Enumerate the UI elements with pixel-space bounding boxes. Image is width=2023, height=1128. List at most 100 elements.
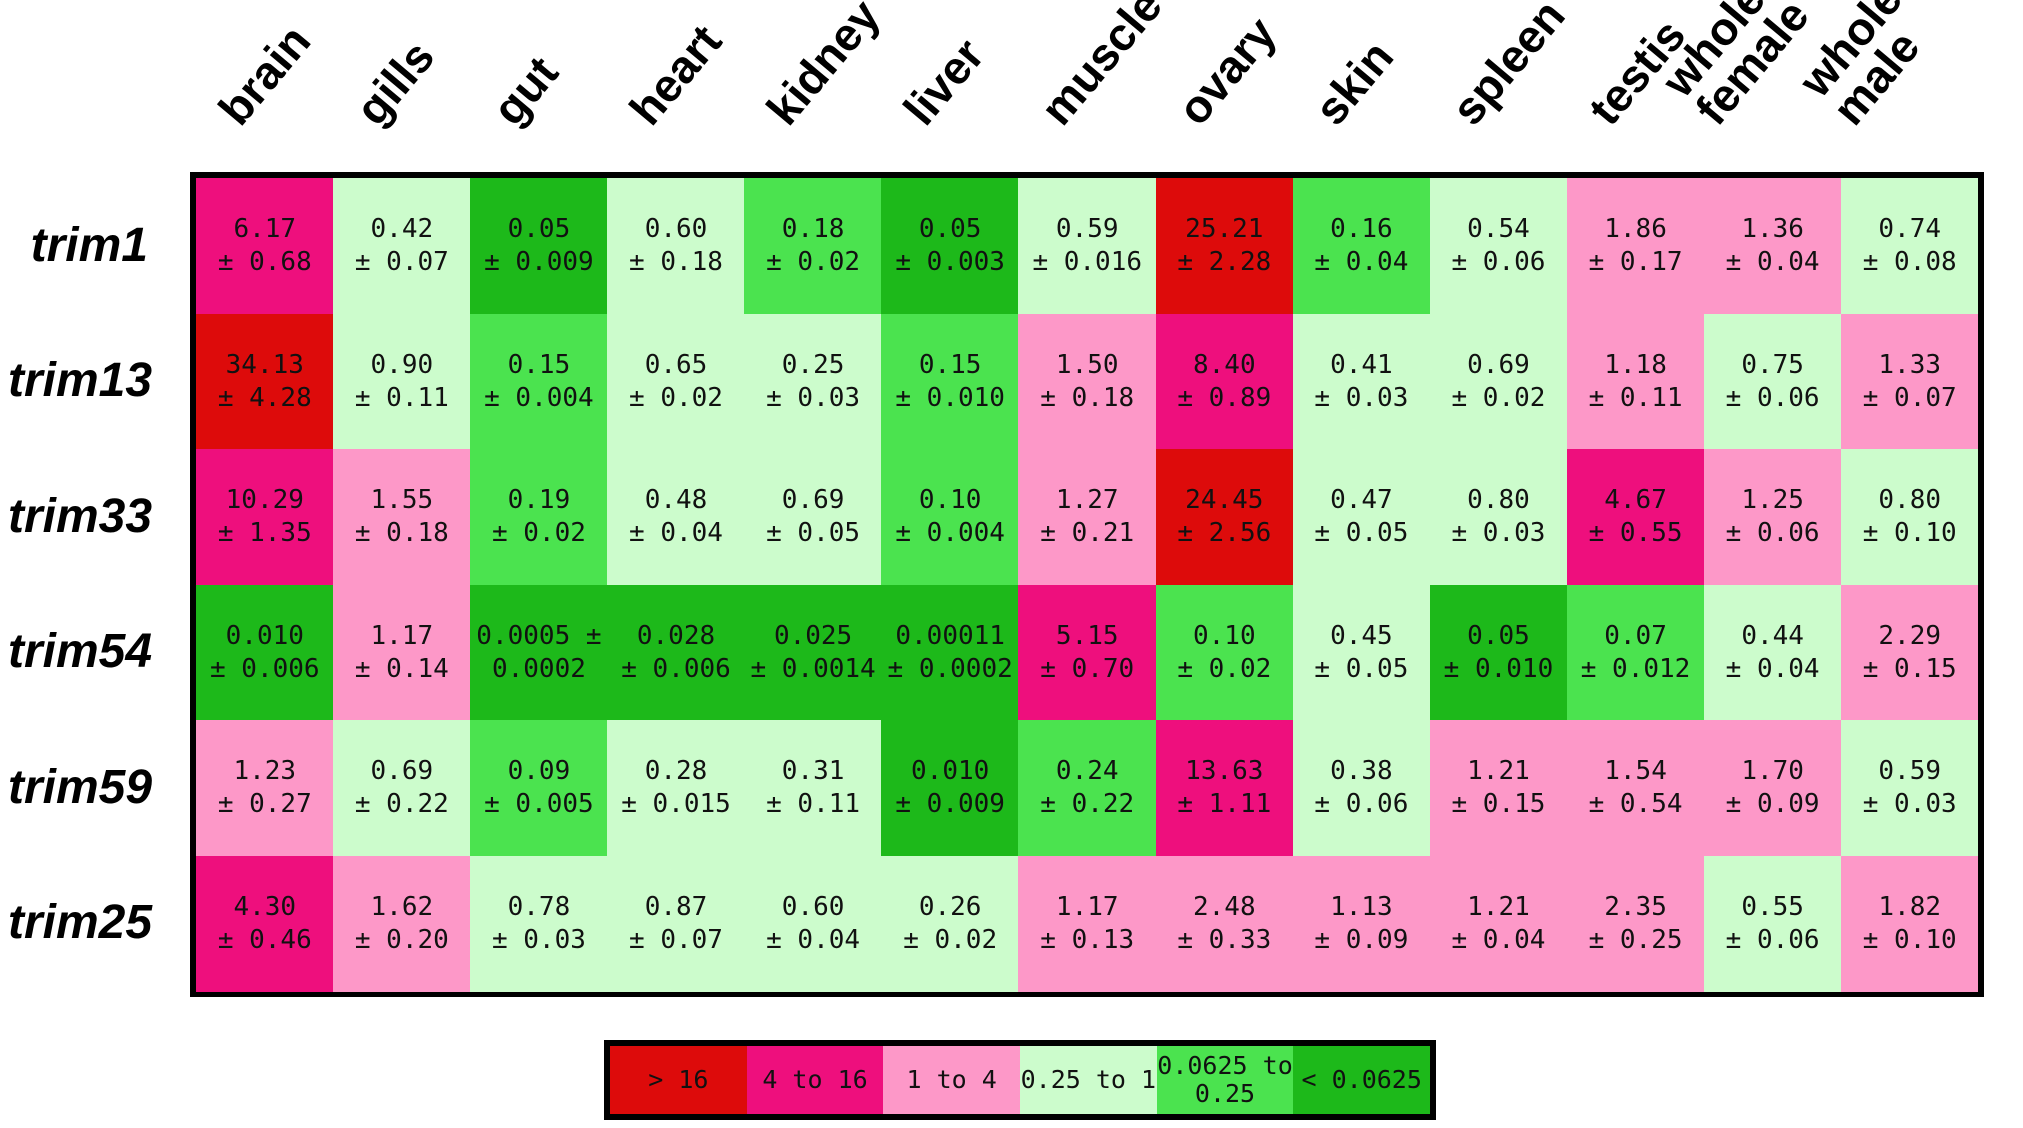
cell-value: 1.54 xyxy=(1604,756,1667,786)
cell-error: ± 0.010 xyxy=(895,382,1005,413)
cell-value: 0.16 xyxy=(1330,214,1393,244)
heatmap-cell: 25.21 ± 2.28 xyxy=(1155,178,1294,314)
heatmap-cell: 1.21 ± 0.15 xyxy=(1429,720,1568,856)
cell-error: ± 0.21 xyxy=(1040,518,1135,548)
heatmap-cell: 0.42 ± 0.07 xyxy=(333,178,471,314)
cell-value: 8.40 xyxy=(1193,349,1256,380)
cell-value: 0.18 xyxy=(781,214,845,244)
heatmap-cell: 1.13 ± 0.09 xyxy=(1292,855,1431,992)
cell-value: 0.80 xyxy=(1467,485,1530,515)
cell-error: ± 0.04 xyxy=(629,518,723,548)
column-label: heart xyxy=(618,14,732,135)
row-label: trim1 xyxy=(30,218,148,272)
cell-error: ± 0.15 xyxy=(1862,653,1957,684)
cell-error: ± 2.56 xyxy=(1177,518,1272,548)
heatmap-cell: 1.86 ± 0.17 xyxy=(1566,178,1705,314)
row-label: trim33 xyxy=(8,489,153,543)
heatmap-cell: 0.65 ± 0.02 xyxy=(607,313,745,450)
heatmap-cell: 0.010 ± 0.006 xyxy=(196,584,334,721)
cell-error: ± 0.09 xyxy=(1314,924,1409,955)
cell-error: ± 0.14 xyxy=(354,653,449,684)
cell-value: 0.25 xyxy=(781,349,845,380)
cell-error: ± 0.05 xyxy=(1314,653,1409,684)
cell-error: ± 0.03 xyxy=(1314,382,1409,413)
cell-value: 6.17 xyxy=(233,214,297,244)
cell-value: 0.19 xyxy=(507,485,571,515)
cell-value: 4.30 xyxy=(233,891,297,922)
heatmap-cell: 0.41 ± 0.03 xyxy=(1292,313,1431,450)
heatmap-cell: 0.69 ± 0.02 xyxy=(1429,313,1568,450)
column-label: liver xyxy=(893,28,994,135)
heatmap-cell: 0.24 ± 0.22 xyxy=(1018,720,1157,856)
cell-error: ± 0.04 xyxy=(1451,924,1546,955)
cell-value: 0.05 xyxy=(1467,620,1530,651)
heatmap-cell: 0.80 ± 0.03 xyxy=(1429,449,1568,585)
cell-value: 1.62 xyxy=(370,891,434,922)
column-label: ovary xyxy=(1167,7,1287,135)
cell-value: 0.87 xyxy=(644,891,708,922)
legend-item: 0.0625 to 0.25 xyxy=(1156,1046,1294,1114)
heatmap-cell: 1.62 ± 0.20 xyxy=(333,855,471,992)
cell-error: ± 0.89 xyxy=(1177,382,1272,413)
cell-error: ± 0.06 xyxy=(1451,247,1546,277)
cell-error: ± 0.22 xyxy=(354,789,449,819)
cell-error: ± 0.02 xyxy=(766,247,861,277)
cell-value: 0.60 xyxy=(781,891,845,922)
cell-value: 2.29 xyxy=(1878,620,1942,651)
heatmap-cell: 0.74 ± 0.08 xyxy=(1840,178,1979,314)
cell-value: 13.63 xyxy=(1185,756,1264,786)
cell-value: 0.41 xyxy=(1330,349,1393,380)
cell-value: 2.48 xyxy=(1193,891,1256,922)
cell-value: 0.44 xyxy=(1741,620,1804,651)
cell-value: 4.67 xyxy=(1604,485,1667,515)
cell-value: 0.65 xyxy=(644,349,708,380)
cell-value: 0.10 xyxy=(918,485,982,515)
cell-value: 0.010 xyxy=(911,756,990,786)
heatmap-cell: 0.10 ± 0.02 xyxy=(1155,584,1294,721)
cell-error: ± 0.05 xyxy=(1314,518,1409,548)
cell-error: ± 0.010 xyxy=(1443,653,1554,684)
legend-item: 1 to 4 xyxy=(883,1046,1021,1114)
cell-error: ± 0.54 xyxy=(1588,789,1683,819)
heatmap-cell: 0.87 ± 0.07 xyxy=(607,855,745,992)
heatmap-grid: 6.17 ± 0.68 0.42 ± 0.07 0.05 ± 0.009 0.60 ± 0.1… xyxy=(190,172,1984,997)
cell-error: ± 0.08 xyxy=(1862,247,1957,277)
legend-label: 1 to 4 xyxy=(906,1065,997,1094)
cell-value: 25.21 xyxy=(1185,214,1264,244)
column-label: gills xyxy=(344,30,444,135)
cell-error: 0.0002 xyxy=(491,653,586,684)
cell-value: 0.48 xyxy=(644,485,708,515)
legend-item: 4 to 16 xyxy=(746,1046,884,1114)
heatmap-cell: 5.15 ± 0.70 xyxy=(1018,584,1157,721)
cell-value: 0.15 xyxy=(507,349,571,380)
cell-value: 2.35 xyxy=(1604,891,1667,922)
heatmap-cell: 1.50 ± 0.18 xyxy=(1018,313,1157,450)
cell-value: 0.45 xyxy=(1330,620,1393,651)
heatmap-cell: 0.19 ± 0.02 xyxy=(470,449,608,585)
heatmap-cell: 0.16 ± 0.04 xyxy=(1292,178,1431,314)
cell-value: 1.33 xyxy=(1878,349,1942,380)
cell-value: 34.13 xyxy=(225,349,304,380)
heatmap-cell: 0.55 ± 0.06 xyxy=(1703,855,1842,992)
cell-error: ± 0.03 xyxy=(1862,789,1957,819)
cell-value: 0.54 xyxy=(1467,214,1530,244)
cell-error: ± 0.04 xyxy=(1725,247,1820,277)
cell-value: 0.47 xyxy=(1330,485,1393,515)
cell-value: 0.78 xyxy=(507,891,571,922)
cell-value: 0.05 xyxy=(918,214,982,244)
cell-error: ± 0.06 xyxy=(1314,789,1409,819)
heatmap-cell: 0.90 ± 0.11 xyxy=(333,313,471,450)
cell-error: ± 0.03 xyxy=(491,924,586,955)
cell-error: ± 0.17 xyxy=(1588,247,1683,277)
row-label: trim13 xyxy=(8,354,153,408)
cell-value: 0.69 xyxy=(1467,349,1530,380)
heatmap-cell: 0.54 ± 0.06 xyxy=(1429,178,1568,314)
heatmap-cell: 1.54 ± 0.54 xyxy=(1566,720,1705,856)
cell-value: 1.25 xyxy=(1741,485,1804,515)
cell-value: 0.28 xyxy=(644,756,708,786)
cell-value: 0.75 xyxy=(1741,349,1804,380)
cell-error: ± 0.18 xyxy=(354,518,449,548)
cell-error: ± 0.004 xyxy=(484,382,594,413)
cell-value: 0.10 xyxy=(1193,620,1256,651)
cell-error: ± 0.012 xyxy=(1580,653,1691,684)
